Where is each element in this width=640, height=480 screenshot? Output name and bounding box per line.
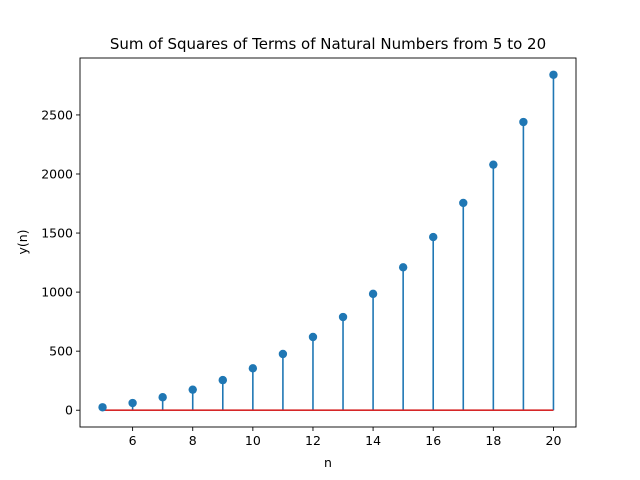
stem-marker-8 <box>188 385 197 394</box>
stem-marker-17 <box>459 198 468 208</box>
stem-marker-20 <box>549 70 558 79</box>
stem-marker-6 <box>128 398 137 408</box>
x-tick-label-18: 18 <box>485 433 501 448</box>
x-tick-label-8: 8 <box>189 433 197 448</box>
stem-marker-9 <box>218 375 227 385</box>
y-tick-label-2000: 2000 <box>41 166 73 181</box>
stem-marker-10 <box>248 364 258 373</box>
x-tick-label-10: 10 <box>245 433 261 448</box>
stem-marker-7 <box>158 393 167 402</box>
axes-frame <box>79 57 577 428</box>
stem-marker-5 <box>98 403 107 412</box>
chart-title: Sum of Squares of Terms of Natural Numbe… <box>110 35 546 53</box>
y-tick-label-2500: 2500 <box>41 107 73 122</box>
x-tick-label-14: 14 <box>365 433 381 448</box>
stem-marker-12 <box>308 332 318 342</box>
x-tick-label-12: 12 <box>305 433 321 448</box>
x-tick-label-16: 16 <box>425 433 441 448</box>
y-tick-label-500: 500 <box>49 344 73 359</box>
y-tick-label-1500: 1500 <box>41 226 73 241</box>
stem-marker-18 <box>489 160 498 169</box>
stem-marker-15 <box>398 263 408 272</box>
stem-marker-13 <box>338 312 348 322</box>
stem-marker-11 <box>278 349 288 359</box>
stem-marker-14 <box>368 289 378 299</box>
stem-marker-19 <box>519 117 528 127</box>
y-tick-label-1000: 1000 <box>41 285 73 300</box>
x-axis-label: n <box>324 455 332 470</box>
x-tick-label-20: 20 <box>546 433 562 448</box>
y-axis-label: y(n) <box>15 229 30 254</box>
y-tick-label-0: 0 <box>65 403 73 418</box>
stem-marker-16 <box>429 232 438 242</box>
x-tick-label-6: 6 <box>129 433 137 448</box>
